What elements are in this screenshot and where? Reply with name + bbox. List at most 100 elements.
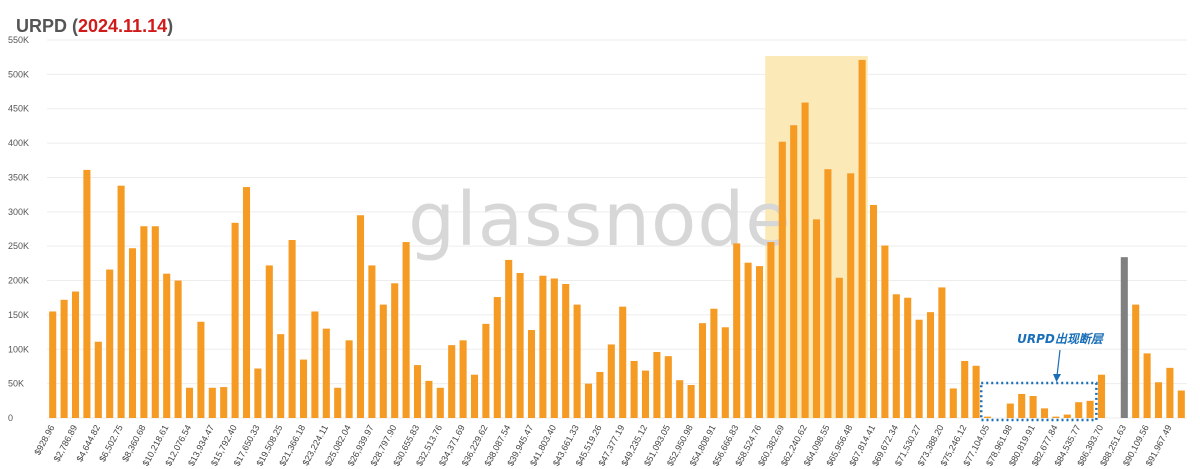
bar bbox=[573, 304, 581, 418]
bar bbox=[265, 265, 273, 418]
bar bbox=[334, 387, 342, 418]
bar bbox=[710, 308, 718, 418]
bar bbox=[755, 266, 764, 418]
bar bbox=[904, 297, 912, 418]
bar bbox=[140, 226, 148, 418]
bar bbox=[1075, 402, 1083, 418]
y-tick-label: 250K bbox=[8, 241, 29, 251]
bar bbox=[49, 311, 57, 418]
bar bbox=[790, 125, 798, 419]
bar bbox=[915, 319, 923, 418]
bar bbox=[744, 262, 752, 418]
bar bbox=[425, 380, 433, 418]
bar bbox=[345, 340, 353, 418]
bar bbox=[174, 280, 182, 418]
bar bbox=[847, 173, 855, 418]
bar bbox=[949, 388, 957, 418]
bar bbox=[892, 294, 900, 418]
bar bbox=[106, 269, 114, 418]
title-prefix: URPD ( bbox=[16, 16, 78, 36]
bar bbox=[1052, 416, 1060, 418]
bar bbox=[733, 243, 741, 418]
bar bbox=[881, 245, 889, 418]
x-axis-ticks: $928.96$2,786.89$4,644.82$6,502.75$8,360… bbox=[32, 423, 1173, 467]
bar bbox=[220, 387, 228, 418]
bar bbox=[254, 368, 262, 418]
bar bbox=[1018, 393, 1026, 418]
bar bbox=[562, 283, 570, 418]
gap-annotation-label: URPD出现断层 bbox=[1017, 332, 1105, 346]
bar bbox=[83, 169, 91, 418]
bar bbox=[778, 141, 786, 418]
bar bbox=[163, 273, 171, 418]
bar bbox=[801, 102, 809, 419]
bar bbox=[516, 272, 524, 418]
bar bbox=[242, 187, 251, 418]
gap-annotation-box bbox=[979, 381, 1098, 422]
y-tick-label: 50K bbox=[8, 379, 24, 389]
bar bbox=[767, 242, 775, 418]
bar bbox=[835, 277, 843, 418]
bar bbox=[60, 299, 68, 418]
bar bbox=[311, 311, 319, 418]
bar bbox=[698, 323, 707, 418]
y-tick-label: 150K bbox=[8, 310, 29, 320]
bar bbox=[379, 304, 387, 418]
bar bbox=[961, 360, 969, 418]
bar bbox=[824, 169, 832, 418]
watermark: glassnode bbox=[408, 177, 792, 263]
bar bbox=[459, 340, 467, 418]
bar bbox=[151, 226, 159, 418]
bar bbox=[858, 59, 866, 418]
bar bbox=[322, 328, 330, 418]
bar bbox=[197, 321, 205, 418]
bar bbox=[470, 374, 479, 418]
y-tick-label: 450K bbox=[8, 104, 29, 114]
bar bbox=[493, 297, 501, 418]
bar bbox=[413, 365, 422, 418]
bar bbox=[1177, 390, 1185, 418]
bar bbox=[128, 248, 137, 418]
y-axis-ticks: 0 50K 100K 150K 200K 250K 300K 350K 400K 450K 500K… bbox=[8, 35, 29, 423]
bar bbox=[277, 334, 285, 418]
bar bbox=[926, 312, 935, 418]
bar bbox=[402, 242, 410, 418]
bar bbox=[687, 385, 695, 418]
bar bbox=[527, 330, 536, 418]
bar bbox=[938, 287, 946, 418]
bar bbox=[299, 359, 308, 418]
chart-title: URPD (2024.11.14) bbox=[16, 16, 173, 37]
y-tick-label: 0 bbox=[8, 413, 13, 423]
bar bbox=[869, 204, 878, 418]
bar bbox=[1132, 304, 1140, 418]
y-tick-label: 100K bbox=[8, 344, 29, 354]
bar bbox=[436, 387, 444, 418]
bar bbox=[482, 323, 490, 418]
bar bbox=[812, 219, 821, 418]
bar bbox=[356, 215, 365, 418]
bar bbox=[972, 365, 980, 418]
bar bbox=[607, 344, 615, 418]
bar bbox=[185, 387, 194, 418]
bar bbox=[288, 239, 296, 418]
bar bbox=[231, 222, 239, 418]
bar bbox=[676, 380, 684, 418]
y-tick-label: 500K bbox=[8, 69, 29, 79]
title-date: 2024.11.14 bbox=[78, 16, 168, 36]
bar bbox=[505, 259, 513, 418]
annotation-arrow bbox=[1056, 349, 1061, 377]
bar bbox=[1154, 382, 1163, 418]
bar bbox=[664, 356, 672, 418]
bar bbox=[619, 306, 627, 418]
title-suffix: ) bbox=[167, 16, 174, 36]
bar bbox=[94, 341, 102, 418]
bar bbox=[71, 291, 80, 418]
bar bbox=[983, 416, 992, 418]
bar bbox=[391, 283, 399, 418]
bar bbox=[117, 185, 125, 418]
bar bbox=[1120, 257, 1128, 418]
bar bbox=[1006, 403, 1014, 418]
bar bbox=[368, 265, 376, 418]
bar bbox=[448, 345, 456, 418]
bar bbox=[1040, 408, 1049, 418]
